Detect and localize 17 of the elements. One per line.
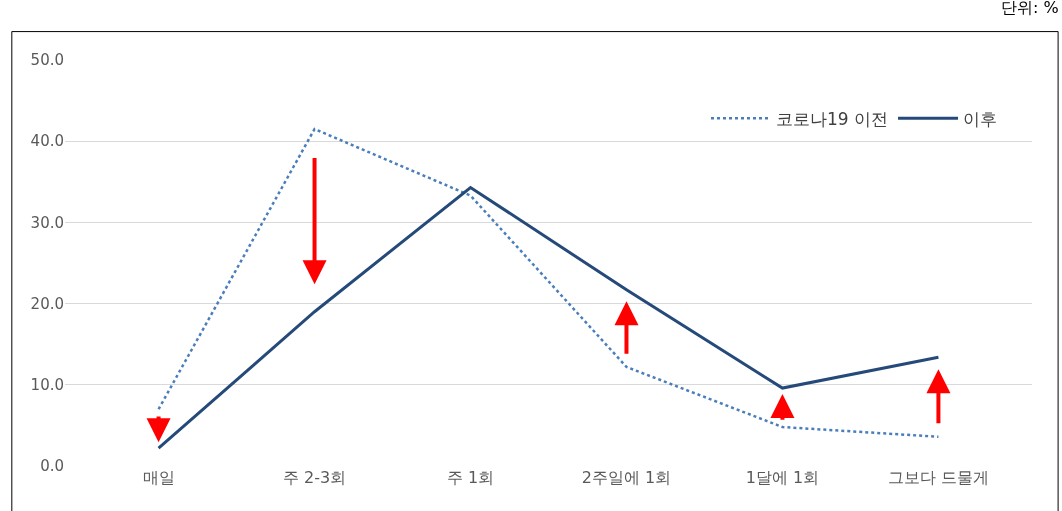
text: 단위: % <box>1001 0 1059 17</box>
x-tick-label: 주 1회 <box>446 468 495 487</box>
line-series <box>157 185 940 450</box>
line-series <box>157 127 940 439</box>
legend-label: 이후 <box>963 108 998 129</box>
y-tick-label: 50.0 <box>30 51 64 70</box>
y-tick-label: 0.0 <box>40 457 64 476</box>
x-tick-label: 매일 <box>142 468 175 487</box>
y-tick-label: 10.0 <box>30 376 64 395</box>
x-tick-label: 1달에 1회 <box>745 468 820 487</box>
x-tick-label: 주 2-3회 <box>282 468 347 487</box>
legend-label: 코로나19 이전 <box>775 108 889 129</box>
x-tick-label: 2주일에 1회 <box>581 468 672 487</box>
y-tick-label: 20.0 <box>30 294 64 313</box>
x-tick-label: 그보다 드물게 <box>887 468 989 487</box>
y-tick-label: 30.0 <box>30 213 64 232</box>
y-tick-label: 40.0 <box>30 132 64 151</box>
